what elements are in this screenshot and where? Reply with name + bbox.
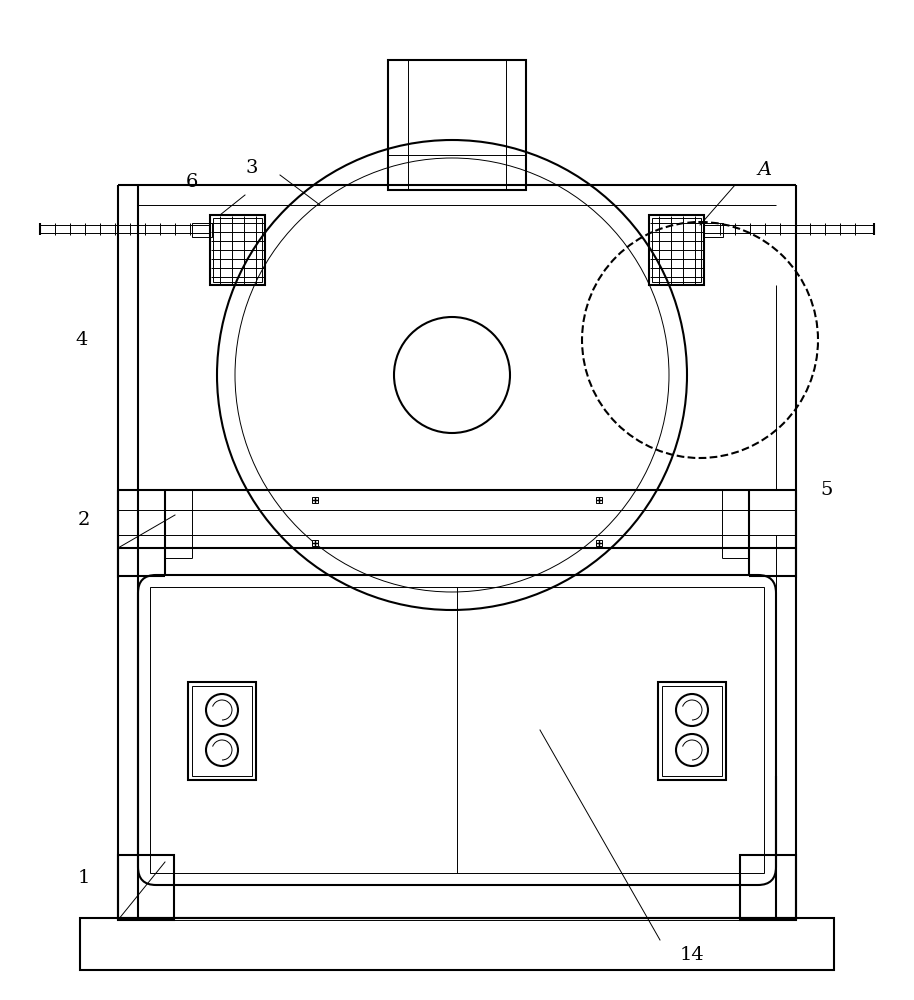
Bar xyxy=(192,223,212,237)
Bar xyxy=(192,686,252,776)
Text: 14: 14 xyxy=(680,946,705,964)
Text: 6: 6 xyxy=(186,173,198,191)
Bar xyxy=(649,215,704,285)
Text: 5: 5 xyxy=(820,481,833,499)
Bar xyxy=(150,587,764,873)
Bar xyxy=(658,682,726,780)
Text: 2: 2 xyxy=(78,511,90,529)
Text: A: A xyxy=(757,161,771,179)
Bar xyxy=(118,855,174,920)
Bar xyxy=(188,682,256,780)
Bar xyxy=(703,223,723,237)
Bar xyxy=(80,918,834,970)
Bar xyxy=(662,686,722,776)
Bar xyxy=(210,215,265,285)
Text: 1: 1 xyxy=(78,869,90,887)
Bar xyxy=(652,218,701,282)
Text: 3: 3 xyxy=(246,159,258,177)
Text: 4: 4 xyxy=(76,331,88,349)
Bar xyxy=(740,855,796,920)
Bar xyxy=(388,60,526,190)
Bar xyxy=(213,218,262,282)
